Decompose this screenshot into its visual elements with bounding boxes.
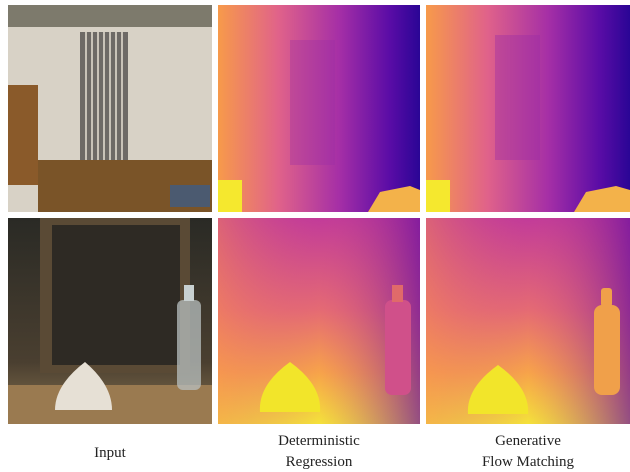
depth-regression-2 [218, 218, 420, 424]
input-photo-1 [8, 5, 212, 212]
bottle [594, 305, 620, 395]
stripes [86, 32, 122, 162]
figure: Input Deterministic Regression Generativ… [0, 0, 630, 472]
door [8, 85, 38, 185]
bottle-neck [184, 285, 194, 301]
mirror [52, 225, 180, 365]
depth-regression-1 [218, 5, 420, 212]
caption: Flow Matching [482, 454, 575, 470]
near-object [426, 180, 450, 212]
bottle [177, 300, 201, 390]
depth-flow-1 [426, 5, 630, 212]
frieze [8, 5, 212, 27]
caption: Deterministic [278, 433, 360, 449]
caption: Regression [286, 454, 353, 470]
chair [170, 185, 210, 207]
depth-flow-2 [426, 218, 630, 424]
near-object [218, 180, 242, 212]
page: Input Deterministic Regression Generativ… [0, 0, 630, 472]
bottle [385, 300, 411, 395]
caption: Generative [495, 433, 561, 449]
bottle-neck [601, 288, 612, 307]
panel [290, 40, 335, 165]
bottle-neck [392, 285, 403, 302]
input-photo-2 [8, 218, 212, 424]
caption: Input [94, 445, 126, 461]
panel [495, 35, 540, 160]
